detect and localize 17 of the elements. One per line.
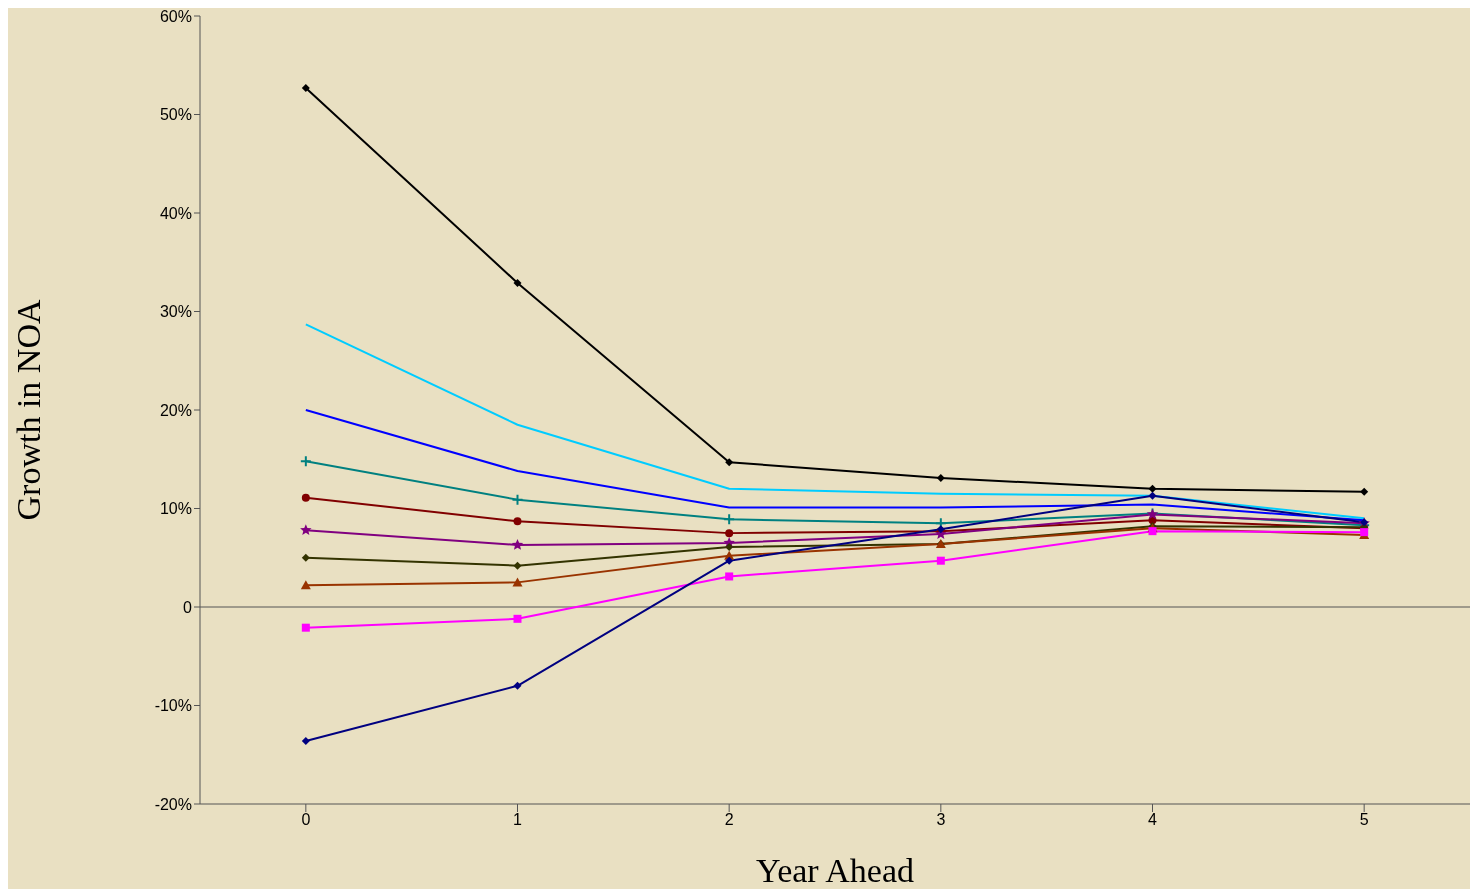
x-tick-label: 0 [301,811,311,829]
y-tick-label: 40% [159,204,192,222]
x-tick-label: 5 [1359,811,1369,829]
y-tick-label: 10% [159,500,192,518]
y-tick-label: 50% [159,106,192,124]
x-tick-label: 1 [513,811,523,829]
y-axis-title: Growth in NOA [10,299,48,521]
y-tick-label: 0 [183,598,193,616]
y-tick-label: -20% [154,795,192,813]
y-tick-label: -10% [154,697,192,715]
y-tick-label: 20% [159,401,192,419]
x-axis-title: Year Ahead [755,852,915,889]
x-tick-label: 3 [936,811,946,829]
x-tick-label: 2 [724,811,734,829]
y-tick-label: 60% [159,7,192,25]
x-tick-label: 4 [1148,811,1158,829]
y-tick-label: 30% [159,303,192,321]
